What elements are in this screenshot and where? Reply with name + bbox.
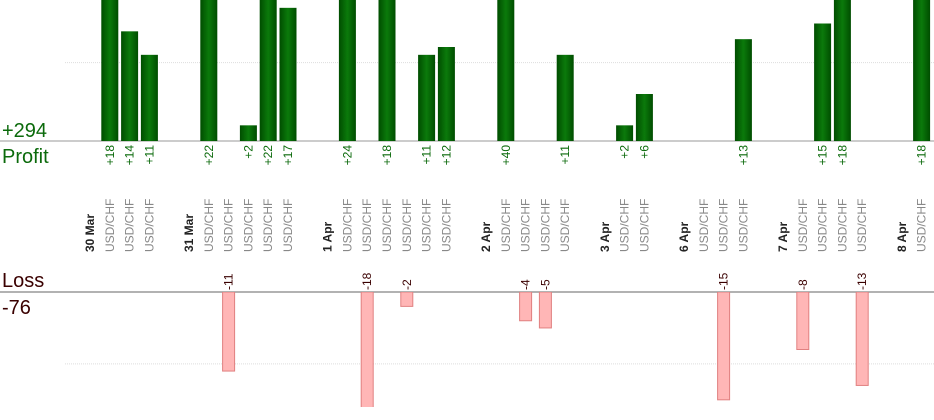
date-label: 31 Mar xyxy=(182,214,196,252)
labels: 30 Mar USD/CHF +18 USD/CHF +14 USD/CHF +11 31 M… xyxy=(83,145,929,290)
category-label: USD/CHF xyxy=(835,199,849,252)
category-label: USD/CHF xyxy=(340,199,354,252)
profit-label: Profit xyxy=(2,146,49,168)
category-label: USD/CHF xyxy=(915,199,929,252)
value-label: +22 xyxy=(261,145,275,166)
value-label: -8 xyxy=(796,279,810,290)
profit-bar xyxy=(121,31,139,141)
category-label: USD/CHF xyxy=(439,199,453,252)
profit-bar xyxy=(140,54,158,141)
value-label: +15 xyxy=(816,145,830,166)
loss-bar xyxy=(717,292,731,401)
value-label: +11 xyxy=(142,145,156,165)
date-label: 6 Apr xyxy=(677,221,691,252)
category-label: USD/CHF xyxy=(241,199,255,252)
category-label: USD/CHF xyxy=(380,199,394,252)
value-label: +18 xyxy=(380,145,394,166)
date-label: 2 Apr xyxy=(479,221,493,252)
profit-bar xyxy=(437,47,455,141)
value-label: +11 xyxy=(420,145,434,165)
value-label: +12 xyxy=(439,145,453,166)
profit-bar xyxy=(279,7,297,141)
category-label: USD/CHF xyxy=(420,199,434,252)
value-label: +40 xyxy=(499,145,513,166)
category-label: USD/CHF xyxy=(697,199,711,252)
value-label: +13 xyxy=(736,145,750,166)
profit-bar xyxy=(833,0,851,141)
category-label: USD/CHF xyxy=(400,199,414,252)
category-label: USD/CHF xyxy=(717,199,731,252)
date-label: 3 Apr xyxy=(598,221,612,252)
date-label: 8 Apr xyxy=(895,221,909,252)
value-label: +11 xyxy=(558,145,572,165)
loss-bar xyxy=(796,292,810,350)
value-label: +18 xyxy=(835,145,849,166)
profit-bar xyxy=(200,0,218,141)
profit-bar xyxy=(259,0,277,141)
category-label: USD/CHF xyxy=(123,199,137,252)
date-label: 1 Apr xyxy=(321,221,335,252)
date-label: 7 Apr xyxy=(776,221,790,252)
value-label: -18 xyxy=(360,272,374,290)
category-label: USD/CHF xyxy=(855,199,869,252)
value-label: -11 xyxy=(222,273,236,290)
loss-bar xyxy=(538,292,552,329)
category-label: USD/CHF xyxy=(796,199,810,252)
category-label: USD/CHF xyxy=(538,199,552,252)
profit-total: +294 xyxy=(2,120,47,142)
category-label: USD/CHF xyxy=(281,199,295,252)
category-label: USD/CHF xyxy=(360,199,374,252)
profit-bar xyxy=(338,0,356,141)
loss-bar xyxy=(855,292,869,386)
profit-bar xyxy=(378,0,396,141)
profit-bar xyxy=(497,0,515,141)
value-label: -2 xyxy=(400,279,414,290)
category-label: USD/CHF xyxy=(222,199,236,252)
category-label: USD/CHF xyxy=(202,199,216,252)
profit-bar xyxy=(616,125,634,141)
value-label: -5 xyxy=(538,279,552,290)
category-label: USD/CHF xyxy=(261,199,275,252)
loss-bar xyxy=(360,292,374,407)
loss-bar xyxy=(400,292,414,307)
category-label: USD/CHF xyxy=(103,199,117,252)
profit-bar xyxy=(418,54,436,141)
value-label: +17 xyxy=(281,145,295,166)
value-label: -15 xyxy=(717,272,731,290)
loss-label: Loss xyxy=(2,270,44,292)
value-label: -4 xyxy=(519,279,533,290)
profit-bar xyxy=(101,0,119,141)
value-label: +24 xyxy=(340,145,354,166)
date-label: 30 Mar xyxy=(83,214,97,252)
value-label: +2 xyxy=(241,145,255,159)
profit-bars xyxy=(101,0,931,141)
value-label: +18 xyxy=(103,145,117,166)
value-label: +14 xyxy=(123,145,137,166)
value-label: +22 xyxy=(202,145,216,166)
category-label: USD/CHF xyxy=(142,199,156,252)
profit-bar xyxy=(556,54,574,141)
profit-bar xyxy=(814,23,832,141)
profit-bar xyxy=(239,125,257,141)
loss-total: -76 xyxy=(2,297,31,319)
category-label: USD/CHF xyxy=(618,199,632,252)
profit-bar xyxy=(913,0,931,141)
profit-bar xyxy=(635,94,653,141)
category-label: USD/CHF xyxy=(499,199,513,252)
category-label: USD/CHF xyxy=(519,199,533,252)
value-label: +6 xyxy=(637,145,651,159)
loss-bar xyxy=(222,292,236,372)
category-label: USD/CHF xyxy=(816,199,830,252)
value-label: -13 xyxy=(855,272,869,290)
value-label: +18 xyxy=(915,145,929,166)
category-label: USD/CHF xyxy=(637,199,651,252)
category-label: USD/CHF xyxy=(558,199,572,252)
profit-bar xyxy=(734,39,752,141)
loss-bar xyxy=(519,292,533,322)
loss-bars xyxy=(222,292,869,407)
value-label: +2 xyxy=(618,145,632,159)
category-label: USD/CHF xyxy=(736,199,750,252)
